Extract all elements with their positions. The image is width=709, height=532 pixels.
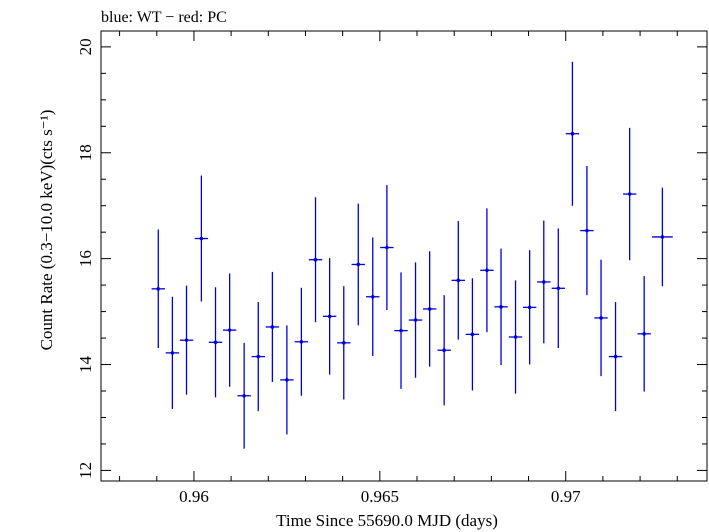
point-marker [256,354,261,359]
data-point [522,250,537,365]
y-tick-label: 16 [76,250,95,267]
y-tick-label: 20 [76,38,95,55]
point-marker [327,314,332,319]
y-tick-label: 14 [76,356,95,374]
data-point [480,208,494,333]
point-marker [299,339,304,344]
data-point [622,127,637,261]
data-points [151,61,673,449]
point-marker [527,305,532,310]
x-tick-label: 0.965 [361,487,399,506]
data-point [194,175,209,302]
x-tick-label: 0.97 [551,487,581,506]
point-marker [356,262,361,267]
data-point [637,276,651,392]
point-marker [556,286,561,291]
x-axis-title: Time Since 55690.0 MJD (days) [276,511,498,530]
data-point [265,271,280,382]
data-point [308,197,323,323]
point-marker [399,328,403,333]
data-point [565,61,580,206]
data-point [366,237,380,357]
point-marker [270,325,275,329]
point-marker [227,328,232,332]
data-point [551,228,565,349]
point-marker [341,341,346,345]
point-marker [156,287,161,291]
data-point [179,285,194,395]
axis-tick-labels: 0.96 0.965 0.97 12 14 16 18 20 [76,38,581,506]
data-point [351,203,365,326]
data-point [580,166,594,296]
point-marker [499,305,503,309]
data-point [208,287,223,398]
data-point [437,295,451,406]
data-point [494,248,508,366]
point-marker [370,294,375,299]
data-point [594,259,608,377]
x-tick-label: 0.96 [179,487,209,506]
data-point [280,325,294,435]
point-marker [585,228,589,233]
point-marker [170,351,175,355]
data-point [337,286,351,400]
data-point [537,220,551,344]
point-marker [613,354,618,359]
point-marker [385,245,389,250]
point-marker [485,268,489,273]
axis-ticks [101,31,707,481]
data-point [451,221,465,340]
point-marker [413,318,418,322]
point-marker [456,278,461,283]
data-point [508,280,523,394]
data-point [322,258,337,375]
y-tick-label: 18 [76,144,95,161]
point-marker [427,307,432,311]
data-point [294,287,309,396]
data-point [394,272,408,389]
point-marker [660,235,665,239]
data-point [165,296,180,409]
point-marker [599,316,603,320]
point-marker [513,335,518,339]
point-marker [642,332,646,336]
y-tick-label: 12 [76,462,95,479]
data-point [237,342,251,449]
data-point [422,251,437,367]
data-point [608,302,623,412]
data-point [651,187,673,287]
data-point [151,229,165,349]
point-marker [199,236,204,241]
point-marker [313,257,318,262]
point-marker [570,131,575,136]
plot-frame [100,30,708,482]
point-marker [213,340,218,345]
data-point [465,278,480,391]
chart-title: blue: WT − red: PC [101,9,227,26]
data-point [251,302,265,412]
y-axis-title: Count Rate (0.3−10.0 keV)(cts s⁻¹) [37,110,56,351]
point-marker [627,192,632,196]
point-marker [541,280,546,284]
data-point [380,185,394,310]
data-point [222,273,237,387]
point-marker [442,348,446,353]
point-marker [242,393,246,398]
point-marker [285,378,289,382]
point-marker [184,338,189,342]
point-marker [470,332,475,337]
data-point [408,262,423,378]
